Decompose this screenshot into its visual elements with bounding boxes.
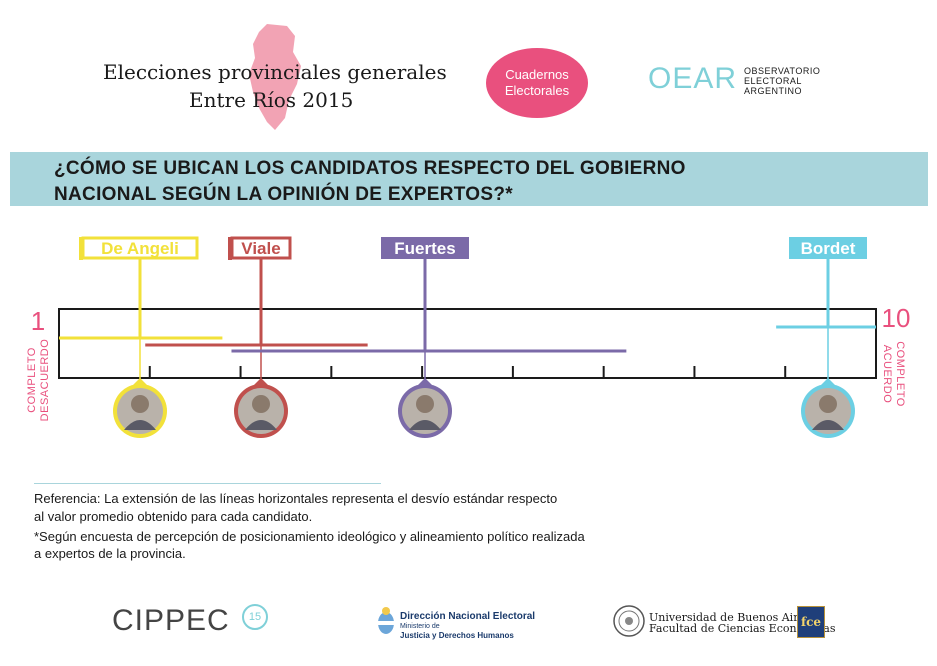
uba-seal-icon bbox=[613, 605, 645, 637]
candidate-name-label: De Angeli bbox=[101, 239, 179, 258]
left-label-line2: DESACUERDO bbox=[39, 339, 51, 422]
oear-logo-text: OBSERVATORIO ELECTORAL ARGENTINO bbox=[744, 66, 820, 96]
question-banner bbox=[10, 152, 928, 206]
right-label-line1: COMPLETO bbox=[894, 341, 906, 407]
candidate-name-label: Bordet bbox=[801, 239, 856, 258]
candidate-name-label: Fuertes bbox=[394, 239, 455, 258]
dne-title: Dirección Nacional Electoral bbox=[400, 611, 536, 622]
reference-line2: al valor promedio obtenido para cada can… bbox=[34, 509, 313, 524]
oear-logo: OEAR bbox=[648, 62, 738, 95]
candidate-name-label: Viale bbox=[241, 239, 280, 258]
candidate-photo-head bbox=[252, 395, 270, 413]
entre-rios-map-icon bbox=[249, 24, 301, 130]
candidate-photo-pointer bbox=[417, 378, 433, 386]
left-label-line1: COMPLETO bbox=[26, 347, 38, 413]
oear-text-line2: ELECTORAL bbox=[744, 76, 802, 86]
dne-ministerio: Ministerio de bbox=[400, 623, 440, 630]
fce-crest-icon: fce bbox=[797, 606, 825, 638]
candidate-photo-shoulders bbox=[124, 420, 156, 430]
candidate-bordet: Bordet bbox=[776, 237, 876, 438]
page-title-line1: Elecciones provinciales generales bbox=[103, 60, 447, 84]
candidate-photo-pointer bbox=[820, 378, 836, 386]
candidate-viale: Viale bbox=[145, 236, 368, 438]
cippec-15-badge: 15 bbox=[242, 604, 268, 630]
footnote-line2: a expertos de la provincia. bbox=[34, 546, 186, 561]
question-text: ¿CÓMO SE UBICAN LOS CANDIDATOS RESPECTO … bbox=[54, 156, 686, 208]
footnote-line1: *Según encuesta de percepción de posicio… bbox=[34, 529, 585, 544]
page-title-line2: Entre Ríos 2015 bbox=[189, 88, 354, 112]
oear-text-line1: OBSERVATORIO bbox=[744, 66, 821, 76]
candidate-label-box bbox=[381, 237, 469, 259]
candidate-label-box bbox=[789, 237, 867, 259]
scale-max-label: 10 bbox=[882, 303, 911, 333]
right-label-line2: ACUERDO bbox=[881, 345, 893, 404]
candidate-de-angeli: De Angeli bbox=[59, 236, 223, 438]
question-line2: NACIONAL SEGÚN LA OPINIÓN DE EXPERTOS?* bbox=[54, 184, 513, 205]
cuadernos-electorales-badge: Cuadernos Electorales bbox=[486, 48, 588, 118]
candidate-photo-shoulders bbox=[812, 420, 844, 430]
reference-line1: Referencia: La extensión de las líneas h… bbox=[34, 491, 558, 506]
candidate-photo-shoulders bbox=[245, 420, 277, 430]
badge-line2: Electorales bbox=[504, 83, 570, 98]
scale-min-label: 1 bbox=[31, 306, 45, 336]
candidate-photo-head bbox=[819, 395, 837, 413]
candidate-photo-head bbox=[416, 395, 434, 413]
dne-justicia: Justicia y Derechos Humanos bbox=[400, 631, 514, 640]
argentina-coat-of-arms-icon bbox=[378, 607, 394, 634]
candidate-photo-pointer bbox=[253, 378, 269, 386]
candidate-photo-head bbox=[131, 395, 149, 413]
badge-line1: Cuadernos bbox=[505, 67, 569, 82]
candidate-photo-pointer bbox=[132, 378, 148, 386]
reference-divider bbox=[34, 483, 381, 484]
fce-name: Facultad de Ciencias Económicas bbox=[649, 622, 836, 635]
oear-text-line3: ARGENTINO bbox=[744, 86, 803, 96]
candidate-fuertes: Fuertes bbox=[231, 237, 627, 438]
question-line1: ¿CÓMO SE UBICAN LOS CANDIDATOS RESPECTO … bbox=[54, 158, 686, 179]
candidate-photo-shoulders bbox=[409, 420, 441, 430]
scale-box bbox=[58, 308, 877, 379]
uba-name: Universidad de Buenos Aires bbox=[649, 611, 811, 624]
cippec-logo: CIPPEC bbox=[112, 604, 230, 637]
